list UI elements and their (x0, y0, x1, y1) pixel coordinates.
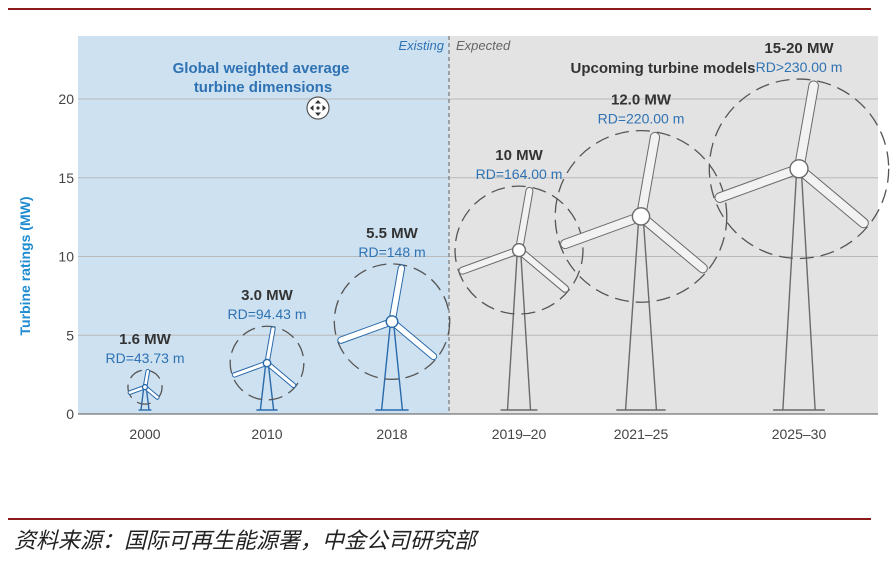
existing-tag: Existing (398, 38, 444, 53)
move-cursor-icon (306, 96, 330, 120)
y-tick-label: 5 (66, 327, 74, 343)
turbine-blade-fill (338, 318, 395, 343)
mw-label: 5.5 MW (366, 225, 419, 242)
x-tick-labels: 2000 2010 2018 2019–20 2021–25 2025–30 (129, 426, 826, 442)
turbine-3: 10 MW RD=164.00 m (454, 147, 584, 411)
turbine-tower (259, 362, 275, 411)
existing-title-line2: turbine dimensions (194, 79, 332, 96)
y-axis-label: Turbine ratings (MW) (17, 197, 33, 336)
top-rule (8, 8, 871, 10)
rd-label: RD=43.73 m (106, 350, 185, 366)
mw-label: 1.6 MW (119, 331, 172, 348)
rd-label: RD=148 m (358, 244, 425, 260)
turbine-blade-fill (389, 265, 405, 325)
expected-title: Upcoming turbine models (570, 60, 755, 77)
expected-tag: Expected (456, 38, 511, 53)
rotor-circle (333, 263, 451, 380)
mw-label: 15-20 MW (764, 40, 834, 57)
turbine-blade-fill (265, 327, 275, 365)
turbine-1: 3.0 MW RD=94.43 m (228, 287, 307, 411)
turbine-blade-fill (636, 212, 707, 273)
x-tick-label: 2019–20 (492, 426, 547, 442)
rotor-circle (229, 325, 305, 401)
turbine-hub (789, 159, 809, 179)
existing-title-line1: Global weighted average (173, 60, 350, 77)
turbine-blade-fill (715, 164, 804, 202)
turbine-hub (262, 358, 272, 368)
y-tick-label: 10 (58, 249, 74, 265)
source-note: 资料来源：国际可再生能源署，中金公司研究部 (14, 529, 477, 554)
x-tick-label: 2018 (376, 426, 407, 442)
turbine-5: 15-20 MW RD>230.00 m (708, 40, 890, 411)
turbine-blade-fill (459, 247, 522, 274)
rotor-circle (454, 185, 584, 315)
turbine-hub (141, 383, 149, 391)
turbine-hub (385, 315, 399, 329)
turbine-2: 5.5 MW RD=148 m (333, 225, 451, 411)
turbine-chart: 0 5 10 15 20 Turbine ratings (MW) Existing E… (17, 36, 890, 442)
rotor-circle (708, 78, 890, 260)
turbine-hub (511, 243, 527, 258)
x-tick-label: 2010 (251, 426, 282, 442)
y-tick-label: 15 (58, 170, 74, 186)
turbine-tower (380, 321, 404, 411)
rotor-circle (127, 369, 163, 405)
y-tick-label: 20 (58, 91, 74, 107)
rotor-circle (554, 129, 728, 303)
turbines-group: 1.6 MW RD=43.73 m 3.0 MW RD=94.43 m 5.5 MW RD… (106, 40, 890, 411)
rd-label: RD=164.00 m (476, 166, 563, 182)
turbine-tower (782, 168, 816, 411)
turbine-blade-fill (265, 361, 296, 387)
grid-lines (78, 98, 878, 336)
rd-label: RD=220.00 m (598, 111, 685, 127)
x-tick-label: 2025–30 (772, 426, 827, 442)
mw-label: 3.0 MW (241, 287, 294, 304)
y-tick-label: 0 (66, 406, 74, 422)
rd-label: RD>230.00 m (756, 59, 843, 75)
turbine-blade-fill (561, 212, 646, 249)
x-tick-label: 2000 (129, 426, 160, 442)
turbine-blade-fill (516, 247, 569, 292)
mw-label: 12.0 MW (611, 92, 672, 109)
turbine-tower (624, 216, 658, 411)
y-tick-labels: 0 5 10 15 20 (58, 91, 74, 422)
turbine-blade-fill (636, 132, 660, 221)
turbine-blade-fill (516, 187, 533, 254)
turbine-tower (506, 250, 532, 411)
turbine-hub (631, 207, 651, 226)
rd-label: RD=94.43 m (228, 306, 307, 322)
turbine-blade-fill (794, 164, 868, 228)
turbine-0: 1.6 MW RD=43.73 m (106, 331, 185, 411)
turbine-blade-fill (389, 318, 437, 360)
turbine-blade-fill (232, 361, 269, 377)
turbine-4: 12.0 MW RD=220.00 m (554, 92, 728, 411)
mw-label: 10 MW (495, 147, 543, 164)
bottom-rule (8, 518, 871, 520)
turbine-blade-fill (794, 81, 818, 174)
x-tick-label: 2021–25 (614, 426, 669, 442)
